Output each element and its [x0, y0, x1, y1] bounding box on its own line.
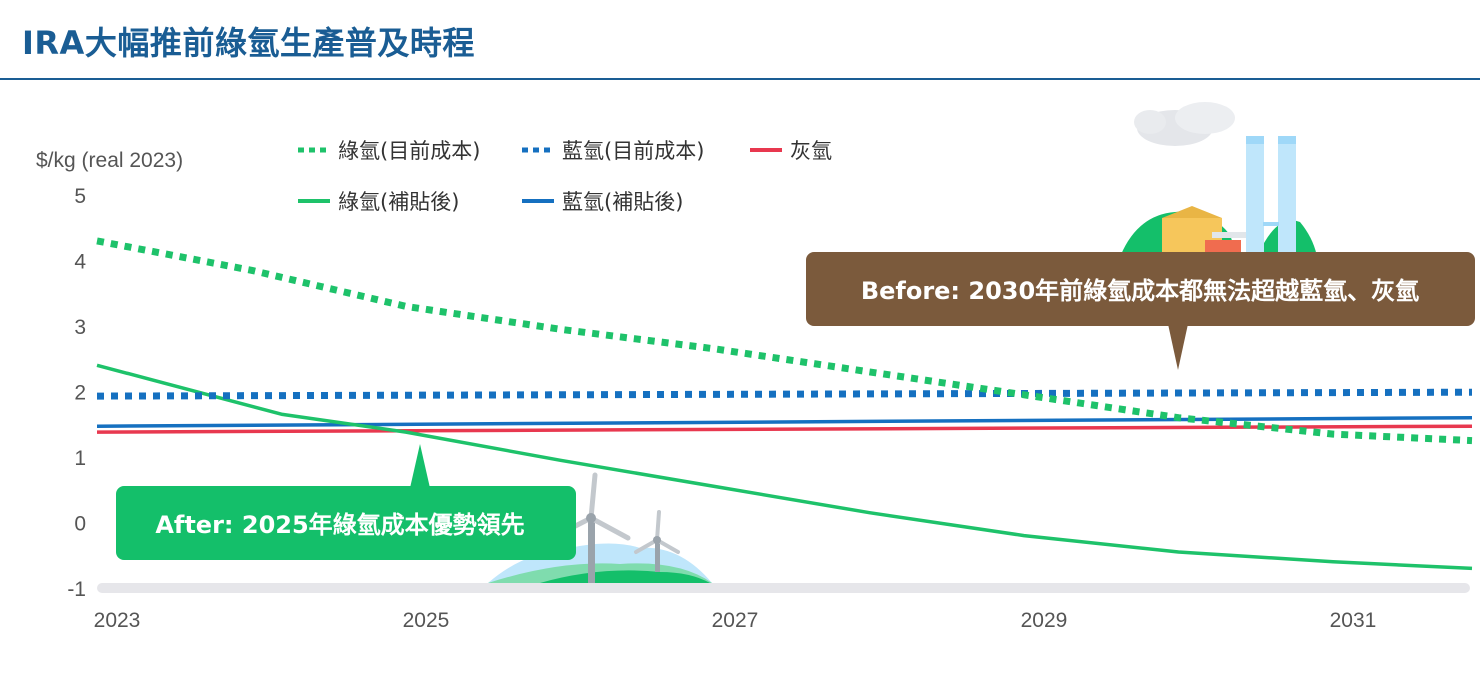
legend-label-green-current: 綠氫(目前成本) — [338, 139, 480, 163]
legend-label-green-subsidized: 綠氫(補貼後) — [338, 190, 459, 214]
y-tick-label: 1 — [74, 447, 86, 470]
callout-before: Before: 2030年前綠氫成本都無法超越藍氫、灰氫 — [806, 252, 1475, 370]
callout-after-box — [116, 486, 576, 560]
series-line-2 — [96, 424, 1473, 434]
x-tick-label: 2029 — [1021, 609, 1068, 632]
y-tick-label: 0 — [74, 513, 86, 536]
series-line-0 — [96, 237, 1473, 445]
callout-before-pointer — [1168, 324, 1188, 370]
callout-after-text: After: 2025年綠氫成本優勢領先 — [155, 511, 524, 539]
y-tick-label: -1 — [67, 578, 86, 601]
y-tick-label: 4 — [74, 251, 86, 274]
y-tick-label: 3 — [74, 316, 86, 339]
x-tick-label: 2027 — [712, 609, 759, 632]
title-divider — [0, 78, 1480, 80]
page-title: IRA大幅推前綠氫生產普及時程 — [22, 24, 475, 62]
x-tick-label: 2023 — [94, 609, 141, 632]
series-line-4 — [96, 415, 1473, 428]
x-axis-baseline — [97, 583, 1470, 593]
callout-before-box — [806, 252, 1475, 326]
series-line-3 — [96, 363, 1473, 571]
callout-after: After: 2025年綠氫成本優勢領先 — [116, 444, 576, 560]
legend-label-blue-subsidized: 藍氫(補貼後) — [562, 190, 683, 214]
legend-label-blue-current: 藍氫(目前成本) — [562, 139, 704, 163]
callout-before-text: Before: 2030年前綠氫成本都無法超越藍氫、灰氫 — [861, 277, 1419, 305]
legend: 綠氫(目前成本) 藍氫(目前成本) 灰氫 綠氫(補貼後) 藍氫(補貼後) — [298, 139, 832, 214]
y-axis-label: $/kg (real 2023) — [36, 149, 183, 172]
legend-label-grey: 灰氫 — [790, 139, 832, 163]
callout-after-pointer — [410, 444, 430, 488]
y-tick-label: 2 — [74, 382, 86, 405]
factory-illustration — [1118, 102, 1318, 262]
y-tick-label: 5 — [74, 185, 86, 208]
x-tick-label: 2025 — [403, 609, 450, 632]
x-tick-label: 2031 — [1330, 609, 1377, 632]
series-line-1 — [96, 388, 1473, 400]
